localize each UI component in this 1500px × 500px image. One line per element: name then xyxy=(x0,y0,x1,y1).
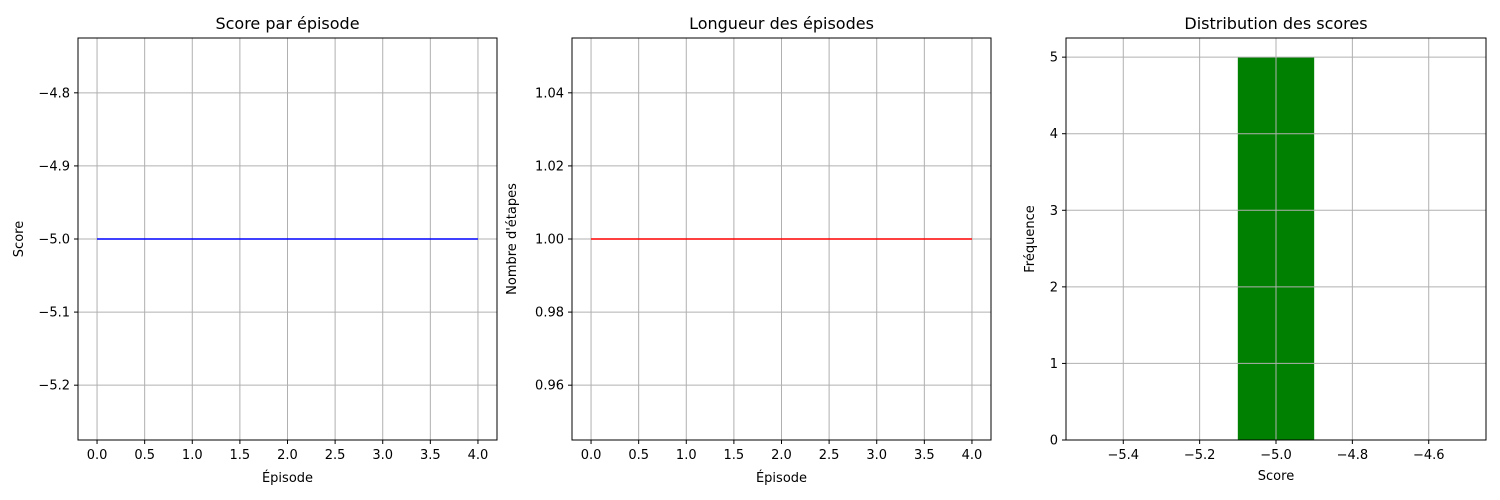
x-tick-label: 3.0 xyxy=(866,448,887,463)
x-axis-label: Score xyxy=(1258,469,1294,484)
y-tick-label: −5.0 xyxy=(38,233,70,248)
y-axis-label: Nombre d'étapes xyxy=(505,183,520,295)
y-tick-label: 0.96 xyxy=(535,379,564,394)
x-tick-label: −5.4 xyxy=(1107,448,1139,463)
x-tick-label: 2.0 xyxy=(771,448,792,463)
episode-length-chart: 0.0 0.5 1.0 1.5 2.0 2.5 3.0 3.5 4.0 0.96 0.98 1.00 1… xyxy=(505,14,992,486)
grid xyxy=(1066,38,1486,441)
x-tick-label: 3.5 xyxy=(420,448,441,463)
x-tick-label: 4.0 xyxy=(962,448,983,463)
x-tick-label: 2.5 xyxy=(819,448,840,463)
x-tick-label: 0.0 xyxy=(581,448,602,463)
x-tick-label: 0.0 xyxy=(87,448,108,463)
x-tick-label: −4.8 xyxy=(1337,448,1369,463)
score-per-episode-chart: 0.0 0.5 1.0 1.5 2.0 2.5 3.0 3.5 4.0 −5.2 −5.1 −5.0 −… xyxy=(12,14,498,486)
x-tick-label: 3.0 xyxy=(372,448,393,463)
x-tick-label: 0.5 xyxy=(134,448,155,463)
x-tick-label: −5.2 xyxy=(1184,448,1216,463)
score-distribution-chart: −5.4 −5.2 −5.0 −4.8 −4.6 0 1 2 3 4 5 Distribution d… xyxy=(1023,14,1487,484)
x-axis-label: Épisode xyxy=(262,470,313,486)
y-tick-label: 0.98 xyxy=(535,306,564,321)
y-tick-label: 4 xyxy=(1050,127,1058,142)
y-axis-label: Score xyxy=(12,221,27,257)
chart-title: Longueur des épisodes xyxy=(689,14,874,33)
x-axis-label: Épisode xyxy=(756,470,807,486)
chart-title: Score par épisode xyxy=(215,14,359,33)
y-tick-label: −5.1 xyxy=(38,306,70,321)
y-tick-label: 1.02 xyxy=(535,159,564,174)
y-axis-label: Fréquence xyxy=(1023,205,1038,272)
x-tick-label: −5.0 xyxy=(1260,448,1292,463)
y-tick-label: 2 xyxy=(1050,280,1058,295)
x-tick-label: 1.0 xyxy=(676,448,697,463)
chart-title: Distribution des scores xyxy=(1184,14,1367,33)
y-tick-label: −5.2 xyxy=(38,379,70,394)
x-tick-label: 1.5 xyxy=(230,448,251,463)
x-tick-label: 2.5 xyxy=(325,448,346,463)
x-tick-label: 1.0 xyxy=(182,448,203,463)
y-tick-label: −4.9 xyxy=(38,159,70,174)
y-tick-label: 0 xyxy=(1050,434,1058,449)
x-tick-label: 1.5 xyxy=(724,448,745,463)
y-tick-label: 1.00 xyxy=(535,233,564,248)
x-tick-label: −4.6 xyxy=(1413,448,1445,463)
x-tick-label: 0.5 xyxy=(628,448,649,463)
x-tick-label: 4.0 xyxy=(468,448,489,463)
y-tick-label: 3 xyxy=(1050,204,1058,219)
y-tick-label: −4.8 xyxy=(38,86,70,101)
x-tick-label: 3.5 xyxy=(914,448,935,463)
x-tick-label: 2.0 xyxy=(277,448,298,463)
y-tick-label: 5 xyxy=(1050,51,1058,66)
y-tick-label: 1.04 xyxy=(535,86,564,101)
y-tick-label: 1 xyxy=(1050,357,1058,372)
